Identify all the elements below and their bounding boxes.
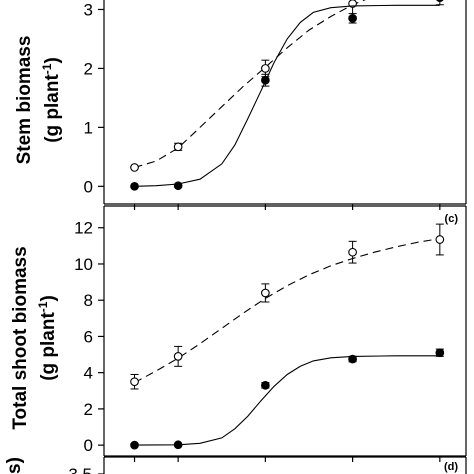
y-axis-label-line2: (g plant-1) [36,295,59,381]
open-data-point [261,288,270,298]
panel-stem-biomass: Stem biomass (g plant-1) 0 1 2 3 [14,0,467,210]
filled-data-point [261,380,270,390]
filled-data-point [435,348,445,358]
panel-d-fragment: (d) s) 3.5 [4,456,467,474]
solid-fit-curve [134,4,440,187]
y-tick-label: 4 [84,364,93,383]
open-data-point [173,142,183,152]
y-tick-label: 2 [84,59,93,78]
axes-panel-total: 0 2 4 6 8 10 12 [74,205,467,462]
dashed-fit-curve [134,238,440,384]
filled-data-point [261,75,270,85]
y-tick-label: 1 [84,118,93,137]
marks-panel-stem [130,0,444,191]
open-data-point [261,64,270,73]
solid-fit-curve [134,355,440,446]
filled-data-point [348,13,357,23]
open-data-point [173,352,183,361]
y-tick-label: 0 [84,177,93,196]
panel-label-c: (c) [445,213,459,225]
y-tick-label: 0 [84,436,93,455]
y-tick-label-fragment: 3.5 [68,465,92,474]
y-axis-label-line2: (g plant-1) [40,57,63,143]
dashed-fit-curve [134,0,366,169]
y-tick-label: 6 [84,327,93,346]
y-tick-label: 12 [74,219,93,238]
y-tick-label: 2 [84,400,93,419]
filled-data-point [348,354,357,364]
y-axis-label-line1: Total shoot biomass [10,246,31,429]
y-tick-label: 3 [84,0,93,19]
open-data-point [130,377,139,387]
panel-label-d: (d) [444,461,458,473]
open-data-point [130,163,139,172]
filled-data-point [130,181,139,191]
open-data-point [435,235,445,244]
marks-panel-total [130,223,445,450]
filled-data-point [173,440,183,450]
filled-data-point [173,181,183,191]
filled-data-point [436,0,444,3]
panel-total-shoot-biomass: (c) Total shoot biomass (g plant-1) 0 2 4 6… [10,205,467,462]
y-tick-label: 10 [74,255,93,274]
y-axis-label-fragment: s) [4,457,25,474]
open-data-point [348,247,357,257]
filled-data-point [130,440,139,450]
y-axis-label-line1: Stem biomass [14,36,35,165]
y-tick-label: 8 [84,291,93,310]
axes-panel-stem: 0 1 2 3 [84,0,467,210]
